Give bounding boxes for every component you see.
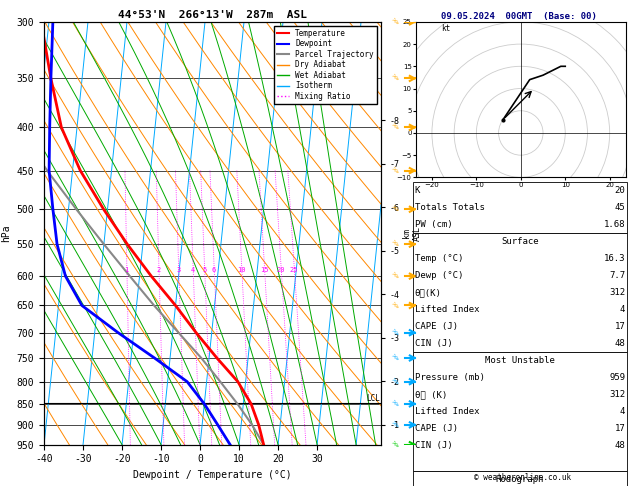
Title: 44°53'N  266°13'W  287m  ASL: 44°53'N 266°13'W 287m ASL [118,10,307,20]
Text: >>: >> [390,122,400,133]
Text: θᴄ (K): θᴄ (K) [415,390,447,399]
Text: Surface: Surface [501,237,538,246]
Text: Dewp (°C): Dewp (°C) [415,271,463,280]
Text: CIN (J): CIN (J) [415,339,452,348]
Text: 48: 48 [615,339,625,348]
Text: 6: 6 [212,267,216,273]
Text: 16.3: 16.3 [604,254,625,263]
Text: >>: >> [390,420,400,430]
Text: >>: >> [390,165,400,176]
Text: 10: 10 [237,267,246,273]
Text: 09.05.2024  00GMT  (Base: 00): 09.05.2024 00GMT (Base: 00) [442,12,597,21]
Text: Lifted Index: Lifted Index [415,305,479,314]
Text: CIN (J): CIN (J) [415,441,452,451]
Text: >>: >> [390,73,400,84]
Text: >>: >> [390,271,400,281]
Text: >>: >> [390,239,400,249]
Text: 959: 959 [609,373,625,382]
Text: CAPE (J): CAPE (J) [415,424,457,434]
Text: 17: 17 [615,322,625,331]
Text: Totals Totals: Totals Totals [415,203,484,212]
Text: >>: >> [390,439,400,450]
Text: K: K [415,186,420,195]
Text: 312: 312 [609,390,625,399]
X-axis label: Dewpoint / Temperature (°C): Dewpoint / Temperature (°C) [133,470,292,480]
Text: >>: >> [390,17,400,27]
Text: 15: 15 [260,267,269,273]
Text: >>: >> [390,328,400,338]
Text: 4: 4 [191,267,195,273]
Text: 5: 5 [203,267,206,273]
Text: 1: 1 [125,267,129,273]
Text: 17: 17 [615,424,625,434]
Text: >>: >> [390,300,400,311]
Text: 1.68: 1.68 [604,220,625,229]
Text: 48: 48 [615,441,625,451]
Text: 312: 312 [609,288,625,297]
Text: 20: 20 [277,267,285,273]
Text: Lifted Index: Lifted Index [415,407,479,417]
Text: 20: 20 [615,186,625,195]
Text: 25: 25 [290,267,298,273]
Text: Most Unstable: Most Unstable [485,356,555,365]
Text: >>: >> [390,377,400,387]
Text: 4: 4 [620,407,625,417]
Text: 3: 3 [176,267,181,273]
Text: θᴄ(K): θᴄ(K) [415,288,442,297]
Text: Hodograph: Hodograph [496,475,544,485]
Text: 45: 45 [615,203,625,212]
Text: 2: 2 [157,267,161,273]
Text: PW (cm): PW (cm) [415,220,452,229]
Text: LCL: LCL [367,394,381,403]
Text: >>: >> [390,399,400,409]
Text: 4: 4 [620,305,625,314]
Text: 7.7: 7.7 [609,271,625,280]
Text: >>: >> [390,353,400,363]
Text: © weatheronline.co.uk: © weatheronline.co.uk [474,473,571,482]
Text: CAPE (J): CAPE (J) [415,322,457,331]
Legend: Temperature, Dewpoint, Parcel Trajectory, Dry Adiabat, Wet Adiabat, Isotherm, Mi: Temperature, Dewpoint, Parcel Trajectory… [274,26,377,104]
Y-axis label: km
ASL: km ASL [403,226,422,241]
Text: Temp (°C): Temp (°C) [415,254,463,263]
Text: Pressure (mb): Pressure (mb) [415,373,484,382]
Text: kt: kt [441,24,450,33]
Y-axis label: hPa: hPa [1,225,11,242]
Text: >>: >> [390,204,400,214]
